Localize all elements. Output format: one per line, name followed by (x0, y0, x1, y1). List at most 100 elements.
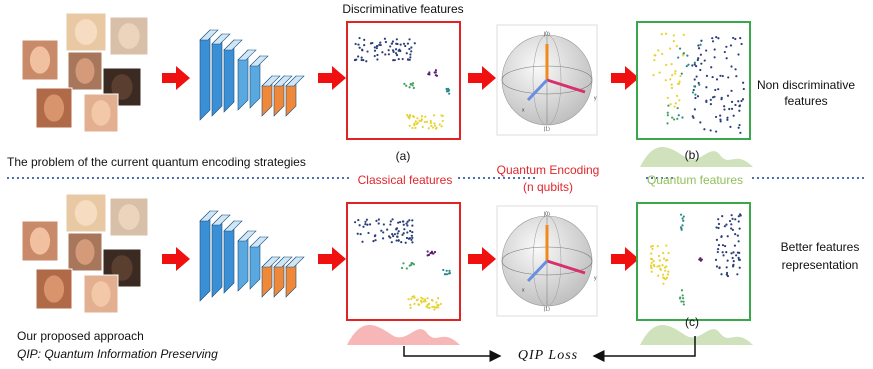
cnn (200, 30, 304, 120)
scatter-dot (411, 231, 413, 233)
scatter-dot (739, 104, 741, 106)
scatter-dot (665, 244, 667, 246)
cnn-layer (200, 211, 210, 301)
scatter-dot (671, 63, 673, 65)
scatter-dot (674, 105, 676, 107)
scatter-dot (411, 127, 413, 129)
scatter-dot (714, 48, 716, 50)
scatter-dot (700, 63, 702, 65)
scatter-dot (735, 75, 737, 77)
proposal-title: Our proposed approach (17, 329, 144, 343)
scatter-dot (444, 273, 446, 275)
flow-arrow (468, 247, 496, 271)
scatter-dot (440, 303, 442, 305)
scatter-dot (719, 266, 721, 268)
scatter-dot (410, 83, 412, 85)
flow-arrow (162, 66, 190, 90)
scatter-dot (680, 227, 682, 229)
scatter-dot (411, 219, 413, 221)
scatter-dot (432, 299, 434, 301)
scatter-dot (408, 117, 410, 119)
cnn-layer-top (238, 231, 256, 241)
scatter-dot (667, 114, 669, 116)
cnn-layer-top (212, 215, 230, 225)
scatter-dot (700, 40, 702, 42)
scatter-dot (676, 45, 678, 47)
loss-label: QIP Loss (518, 348, 578, 363)
scatter-dot (435, 71, 437, 73)
scatter-dot (389, 237, 391, 239)
scatter-dot (694, 78, 696, 80)
scatter-dot (448, 270, 450, 272)
caption-b: (b) (685, 148, 700, 162)
scatter-dot (711, 37, 713, 39)
scatter-dot (383, 223, 385, 225)
scatter-dot (396, 227, 398, 229)
scatter-dot (740, 214, 742, 216)
caption-a: (a) (396, 149, 411, 163)
scatter-dot (415, 120, 417, 122)
bloch-top: |0⟩ (544, 211, 550, 217)
scatter-dot (710, 66, 712, 68)
scatter-dot (361, 241, 363, 243)
right-note: representation (782, 258, 859, 272)
scatter-dot (706, 75, 708, 77)
scatter-dot (651, 271, 653, 273)
scatter-dot (683, 303, 685, 305)
scatter-dot (398, 58, 400, 60)
scatter-dot (433, 306, 435, 308)
scatter-dot (650, 267, 652, 269)
scatter-dot (442, 115, 444, 117)
scatter-dot (378, 218, 380, 220)
scatter-dot (686, 65, 688, 67)
scatter-dot (400, 241, 402, 243)
scatter-dot (682, 220, 684, 222)
scatter-dot (730, 44, 732, 46)
scatter-dot (699, 69, 701, 71)
face-shape (118, 204, 139, 230)
scatter-dot (663, 258, 665, 260)
scatter-dot (366, 224, 368, 226)
scatter-dot (730, 227, 732, 229)
scatter-dot (409, 56, 411, 58)
scatter-dot (723, 108, 725, 110)
scatter-dot (738, 240, 740, 242)
scatter-dot (376, 45, 378, 47)
scatter-dot (390, 220, 392, 222)
scatter-dot (651, 248, 653, 250)
scatter-dot (673, 34, 675, 36)
scatter-dot (694, 94, 696, 96)
scatter-dot (742, 98, 744, 100)
scatter-dot (717, 251, 719, 253)
scatter-dot (679, 297, 681, 299)
scatter-dot (671, 83, 673, 85)
scatter-dot (657, 49, 659, 51)
scatter-dot (710, 103, 712, 105)
scatter-dot (671, 87, 673, 89)
face-shape (75, 239, 94, 265)
face-shape (91, 281, 110, 307)
scatter-dot (737, 252, 739, 254)
scatter-dot (433, 308, 435, 310)
proposal-subtitle: QIP: Quantum Information Preserving (17, 347, 218, 361)
encoding-label: (n qubits) (523, 180, 573, 194)
scatter-dot (667, 112, 669, 114)
cnn-layer-top (200, 30, 218, 40)
scatter-dot (433, 122, 435, 124)
scatter-dot (435, 69, 437, 71)
scatter-dot (355, 43, 357, 45)
scatter-dot (715, 130, 717, 132)
scatter-dot (409, 125, 411, 127)
scatter-dot (742, 82, 744, 84)
scatter-dot (406, 267, 408, 269)
scatter-dot (412, 115, 414, 117)
scatter-dot (428, 254, 430, 256)
scatter-dot (413, 303, 415, 305)
scatter-dot (409, 230, 411, 232)
scatter-dot (446, 270, 448, 272)
scatter-dot (691, 64, 693, 66)
scatter-dot (721, 97, 723, 99)
scatter-dot (448, 93, 450, 95)
scatter-dot (654, 54, 656, 56)
bloch-sphere (497, 25, 597, 135)
